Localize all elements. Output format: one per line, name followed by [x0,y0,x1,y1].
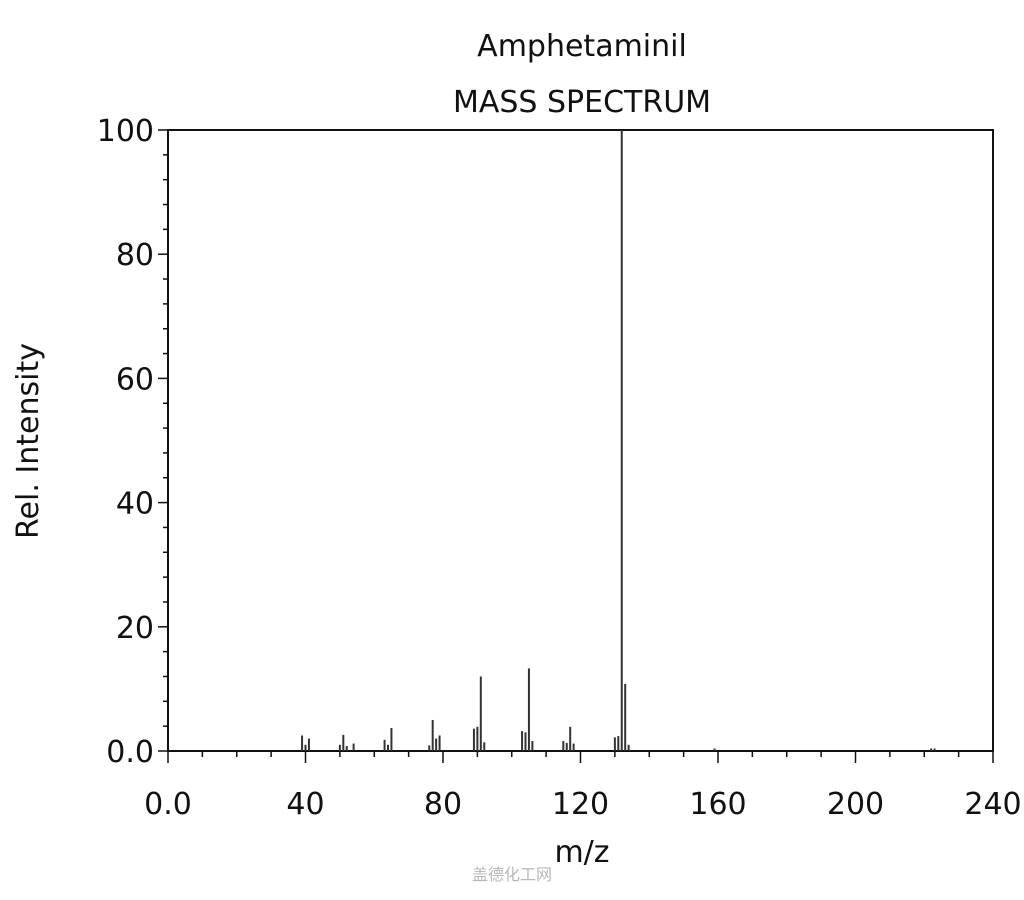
spectrum-peaks [301,130,936,751]
watermark-text: 盖德化工网 [472,865,552,884]
y-axis-label: Rel. Intensity [11,343,46,539]
plot-frame [167,129,994,752]
x-tick-label: 80 [424,787,462,822]
x-tick-label: 200 [827,787,884,822]
y-tick-label: 60 [116,362,154,397]
chart-subtitle: MASS SPECTRUM [453,85,711,120]
y-tick-label: 40 [116,487,154,522]
x-tick-label: 40 [286,787,324,822]
y-tick-label: 0.0 [106,735,154,770]
y-axis: 0.0 20 40 60 80 100 [97,114,168,770]
x-tick-label: 120 [552,787,609,822]
chart-title: Amphetaminil [477,29,687,64]
y-tick-label: 100 [97,114,154,149]
x-axis-label: m/z [554,835,609,870]
y-tick-label: 80 [116,238,154,273]
x-axis: 0.0 40 80 120 160 200 240 [144,751,1022,822]
x-tick-label: 160 [689,787,746,822]
y-tick-label: 20 [116,611,154,646]
x-tick-label: 240 [964,787,1021,822]
x-tick-label: 0.0 [144,787,192,822]
